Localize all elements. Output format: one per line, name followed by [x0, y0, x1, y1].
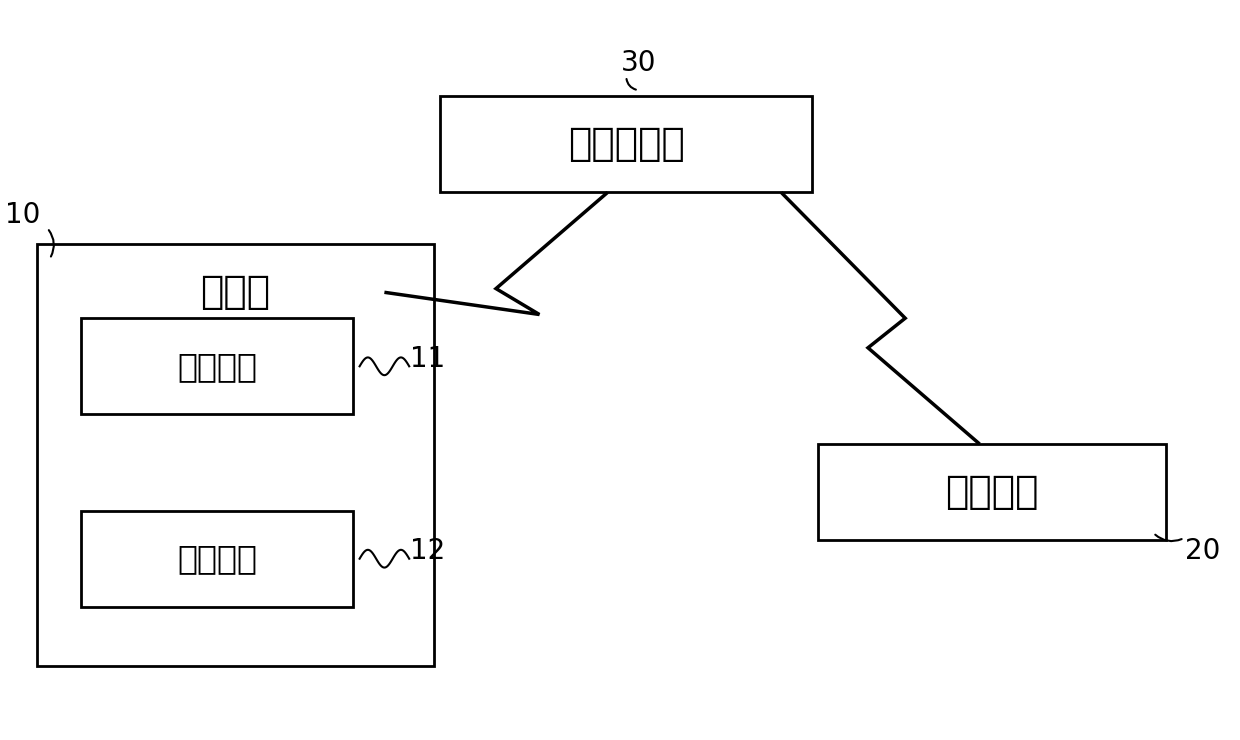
Bar — [37, 244, 434, 666]
Text: 车辆终端: 车辆终端 — [945, 473, 1039, 511]
Text: 通讯模块: 通讯模块 — [177, 542, 257, 575]
Bar — [81, 318, 353, 414]
Text: 调度云平台: 调度云平台 — [568, 125, 684, 164]
Text: 控制模块: 控制模块 — [177, 350, 257, 383]
Bar — [81, 511, 353, 607]
Text: 充电桩: 充电桩 — [201, 273, 270, 312]
Bar — [818, 444, 1166, 540]
Text: 11: 11 — [410, 345, 445, 373]
Text: 30: 30 — [621, 49, 656, 77]
Text: 12: 12 — [410, 537, 445, 565]
Text: 20: 20 — [1185, 537, 1220, 565]
Bar — [440, 96, 812, 192]
Text: 10: 10 — [5, 201, 40, 229]
